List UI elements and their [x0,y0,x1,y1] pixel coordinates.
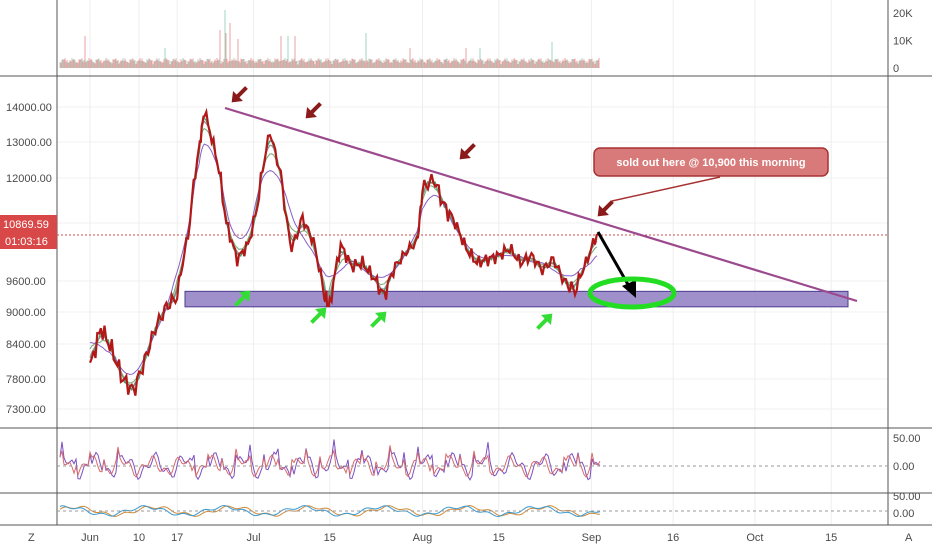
price-tick-label: 12000.00 [6,173,52,185]
time-tick-label: Jul [246,532,260,544]
time-tick-label: 16 [667,532,679,544]
countdown-value: 01:03:16 [5,236,48,248]
oscillator-1-lines [57,439,888,481]
time-tick-label: Sep [582,532,602,544]
green-arrows [234,290,553,330]
volume-bars [59,10,600,68]
price-tick-label: 13000.00 [6,137,52,149]
last-price-value: 10869.59 [3,219,49,231]
time-tick-label: 15 [493,532,505,544]
grid-lines [57,0,888,525]
corner-left-button[interactable]: Z [28,532,35,544]
red-arrow-icon [305,102,322,119]
red-arrow-icon [459,143,476,160]
price-tick-label: 9600.00 [6,276,46,288]
oscillator-2-line [59,504,601,517]
red-arrows [231,86,614,217]
support-zone [184,290,849,308]
price-tick-label: 14000.00 [6,102,52,114]
time-tick-label: Aug [413,532,433,544]
oscillator-2-signal-line [59,504,601,518]
countdown-badge: 01:03:16 [0,233,57,249]
time-tick-label: 15 [324,532,336,544]
price-tick-label: 9000.00 [6,307,46,319]
descending-trendline [224,106,858,303]
annotation-callout: sold out here @ 10,900 this morning [593,147,829,202]
annotation-text: sold out here @ 10,900 this morning [616,157,805,169]
oscillator-2-lines [57,504,888,518]
panel-borders [0,0,932,526]
red-arrow-icon [231,86,248,103]
oscillator-tick-label: 50.00 [893,491,921,503]
time-axis-ticks: Jun 10 17 Jul 15 Aug 15 Sep 16 Oct 15 [81,532,837,544]
oscillator-signal-line [59,445,601,478]
oscillator-tick-label: 0.00 [893,508,914,520]
volume-axis-ticks: 20K 10K 0 [893,8,913,75]
oscillator-2-axis-ticks: 50.00 0.00 [893,491,921,520]
target-ellipse [587,276,677,310]
red-arrow-icon [597,200,614,217]
volume-tick-label: 20K [893,8,913,20]
time-tick-label: Oct [746,532,763,544]
time-tick-label: Jun [81,532,99,544]
green-arrow-icon [370,311,387,328]
green-arrow-icon [536,313,553,330]
time-tick-label: 17 [171,532,183,544]
price-line [88,107,598,396]
oscillator-tick-label: 50.00 [893,433,921,445]
oscillator-tick-label: 0.00 [893,461,914,473]
oscillator-1-axis-ticks: 50.00 0.00 [893,433,921,473]
time-tick-label: 15 [825,532,837,544]
volume-tick-label: 10K [893,36,913,48]
green-arrow-icon [310,307,327,324]
price-tick-label: 7800.00 [6,374,46,386]
green-arrow-icon [234,290,251,307]
moving-average-line [89,143,598,376]
volume-tick-label: 0 [893,63,899,75]
price-tick-label: 7300.00 [6,404,46,416]
time-tick-label: 10 [133,532,145,544]
corner-right-button[interactable]: A [905,532,913,544]
last-price-badge: 10869.59 [0,215,57,233]
price-tick-label: 8400.00 [6,339,46,351]
